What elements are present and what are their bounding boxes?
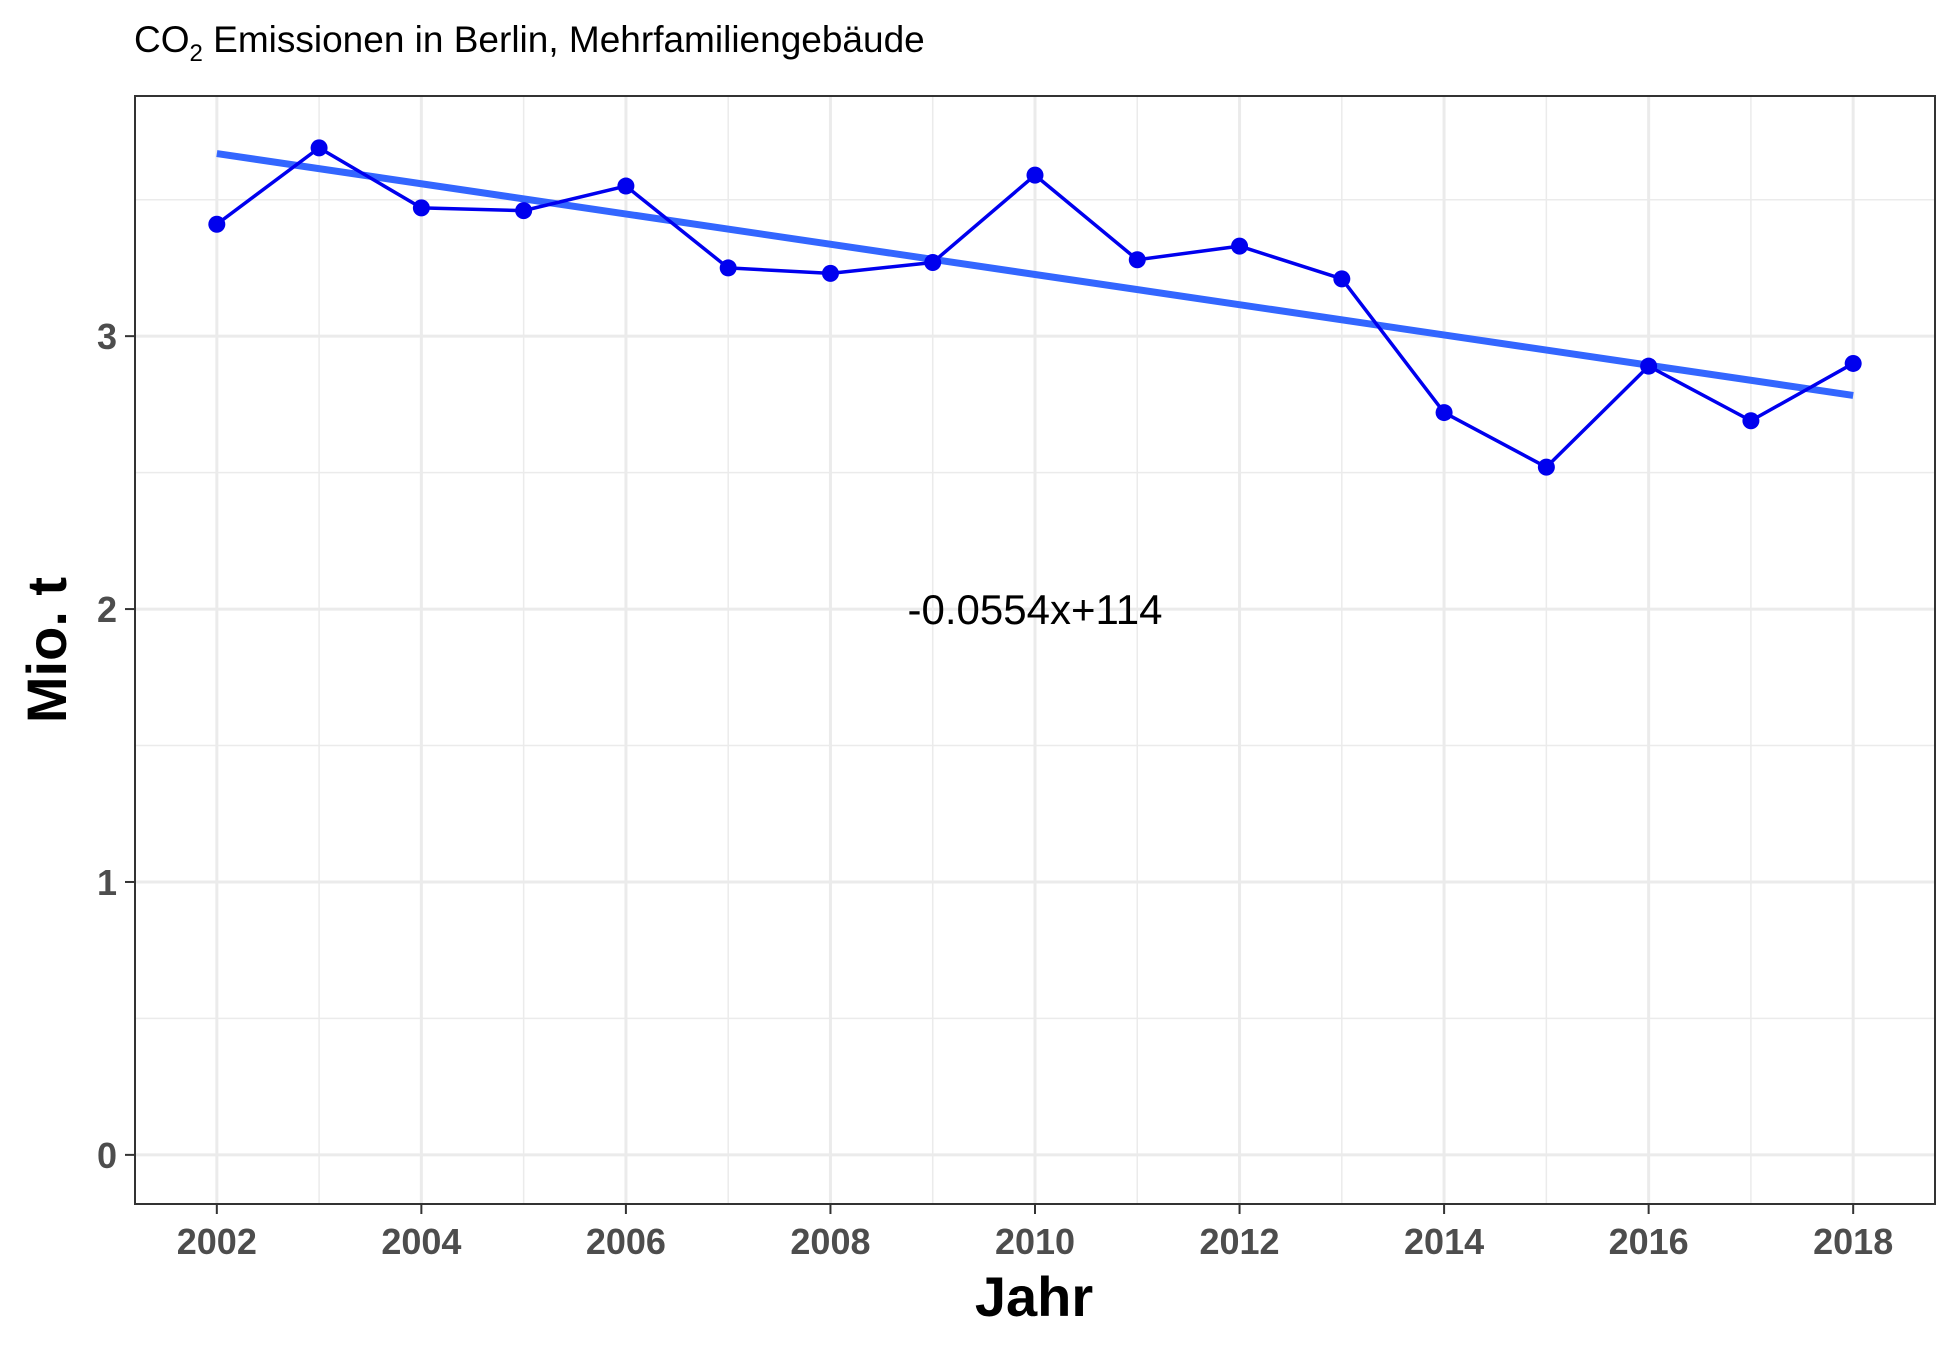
data-point: [1640, 357, 1658, 375]
trend-line-group: [216, 150, 1854, 399]
data-point: [1435, 404, 1453, 422]
regression-equation-label: -0.0554x+114: [908, 586, 1163, 633]
series-group: [208, 139, 1862, 476]
y-axis-title: Mio. t: [15, 577, 78, 723]
data-point: [1844, 354, 1862, 372]
data-point: [1231, 237, 1249, 255]
y-tick-label: 2: [97, 589, 117, 630]
data-point: [1742, 412, 1760, 430]
x-axis-title: Jahr: [975, 1265, 1093, 1328]
data-point: [924, 253, 942, 271]
data-point: [719, 259, 737, 277]
x-tick-label: 2010: [995, 1221, 1075, 1262]
data-point: [821, 264, 839, 282]
x-tick-label: 2012: [1199, 1221, 1279, 1262]
data-point: [1537, 458, 1555, 476]
grid-major: [135, 96, 1935, 1204]
data-point: [515, 202, 533, 220]
y-tick-label: 0: [97, 1135, 117, 1176]
trend-line: [216, 150, 1854, 399]
x-tick-label: 2004: [381, 1221, 461, 1262]
x-axis-ticks: 2002 2004 2006 2008 2010 2012 2014 2016 2018: [177, 1204, 1893, 1262]
x-tick-label: 2018: [1813, 1221, 1893, 1262]
data-point: [412, 199, 430, 217]
data-point: [1026, 166, 1044, 184]
data-point: [1333, 270, 1351, 288]
x-tick-label: 2016: [1609, 1221, 1689, 1262]
data-point: [1128, 251, 1146, 269]
data-point: [617, 177, 635, 195]
data-point: [208, 215, 226, 233]
x-tick-label: 2002: [177, 1221, 257, 1262]
chart-title: CO2 Emissionen in Berlin, Mehrfamilienge…: [134, 19, 925, 67]
y-tick-label: 1: [97, 862, 117, 903]
x-tick-label: 2008: [790, 1221, 870, 1262]
y-tick-label: 3: [97, 316, 117, 357]
y-axis-ticks: 0 1 2 3: [97, 316, 135, 1176]
x-tick-label: 2006: [586, 1221, 666, 1262]
x-tick-label: 2014: [1404, 1221, 1484, 1262]
data-point: [310, 139, 328, 157]
